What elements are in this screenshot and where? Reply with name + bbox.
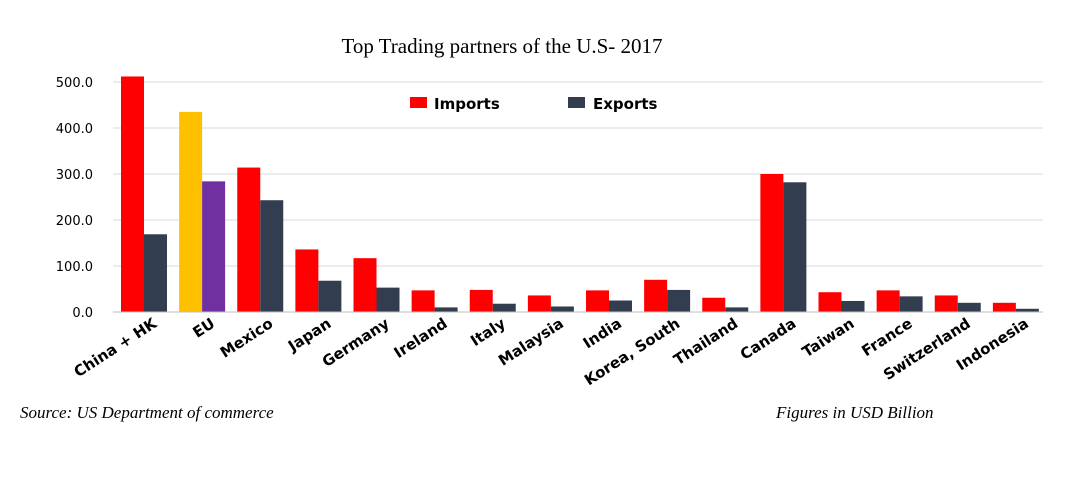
legend-label-exports: Exports [593,95,658,113]
bar-imports-11 [760,174,784,312]
bar-imports-6 [469,289,493,312]
bar-exports-2 [260,200,284,312]
bar-exports-10 [725,307,749,312]
bar-exports-7 [550,306,574,312]
bar-exports-4 [376,287,400,312]
y-tick-label: 300.0 [56,168,93,183]
bar-imports-13 [876,290,900,312]
y-tick-label: 500.0 [56,76,93,91]
bar-imports-7 [527,295,551,312]
bar-exports-8 [609,300,632,312]
bar-exports-0 [144,234,167,312]
bar-exports-5 [434,307,458,312]
y-tick-label: 0.0 [72,306,93,321]
bar-imports-4 [353,258,377,312]
bar-exports-11 [783,182,807,312]
x-tick-label: Canada [737,314,799,363]
bar-imports-12 [818,292,842,312]
chart-title: Top Trading partners of the U.S- 2017 [341,34,662,58]
y-tick-label: 100.0 [56,260,93,275]
legend: Imports Exports [410,95,658,113]
bar-imports-8 [586,290,609,312]
bars [121,76,1039,313]
bar-exports-3 [318,280,342,312]
legend-label-imports: Imports [434,95,500,113]
x-tick-label: Malaysia [495,314,567,369]
units-note: Figures in USD Billion [775,403,934,422]
bar-imports-0 [121,76,144,312]
bar-exports-1 [202,181,226,312]
y-tick-label: 400.0 [56,122,93,137]
source-note: Source: US Department of commerce [20,403,274,422]
bar-imports-2 [237,167,261,312]
bar-exports-9 [667,289,691,312]
x-tick-label: India [580,314,625,352]
bar-exports-14 [957,302,981,312]
x-tick-label: Taiwan [799,314,858,361]
bar-imports-3 [295,249,319,312]
bar-imports-9 [644,279,668,312]
bar-exports-15 [1015,308,1039,312]
x-tick-label: Italy [467,314,509,350]
bar-imports-14 [934,295,958,312]
bar-imports-10 [702,297,726,312]
bar-imports-5 [411,290,435,312]
y-axis-ticks: 0.0 100.0 200.0 300.0 400.0 500.0 [56,76,93,321]
x-tick-label: China + HK [71,314,161,381]
y-tick-label: 200.0 [56,214,93,229]
bar-exports-13 [899,296,923,312]
x-tick-label: Thailand [670,314,741,369]
bar-exports-12 [841,300,865,312]
x-tick-label: EU [189,314,218,341]
x-tick-label: Mexico [217,314,276,361]
bar-exports-6 [492,303,516,312]
bar-imports-15 [992,302,1016,312]
legend-swatch-exports [568,97,585,108]
x-tick-label: Ireland [391,314,451,362]
bar-imports-1 [179,111,203,313]
legend-swatch-imports [410,97,427,108]
